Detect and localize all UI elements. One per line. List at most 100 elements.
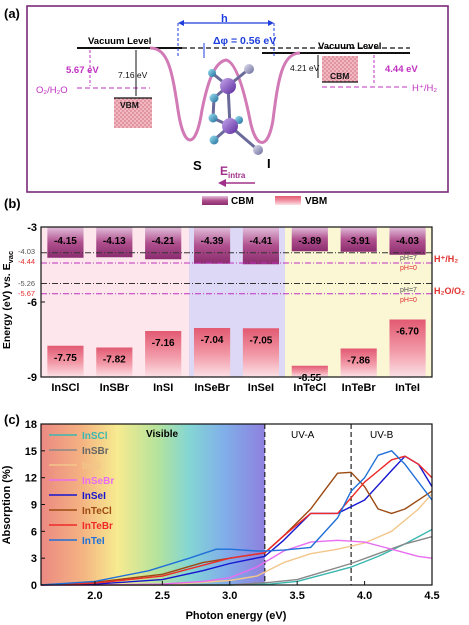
legend-label: InSeI [82, 491, 106, 502]
atom-label-s: S [193, 158, 202, 173]
category-label: InSBr [100, 382, 130, 394]
vbm-value-label: -7.75 [54, 353, 77, 364]
atom-in-top [220, 78, 236, 94]
vbm-box-label: VBM [120, 100, 139, 110]
vbm-bar [47, 345, 84, 377]
legend-cbm-swatch [202, 196, 228, 205]
panel-c-legend: InSCl InSBr InSI InSeBr InSeI InTeCl InTeBr InT… [49, 431, 114, 547]
series-line-intecl [40, 471, 433, 586]
cbm-bar [145, 227, 182, 260]
series-line-intebr [40, 455, 433, 586]
vacuum-label-left: Vacuum Level [88, 36, 151, 47]
category-label: InSCl [51, 382, 79, 394]
vbm-box [114, 98, 152, 128]
h-plus-label: H⁺/H₂ [412, 83, 437, 94]
vbm-value-label: -7.04 [201, 335, 224, 346]
left-black-value: 7.16 eV [118, 70, 148, 80]
legend-label: InTeI [82, 536, 105, 547]
cbm-bar [96, 227, 133, 258]
potential-well-curve [149, 46, 301, 144]
legend-label: InSeBr [82, 476, 114, 487]
vbm-bar [340, 348, 377, 377]
panel-b-axis: -3 -6 -9 [27, 222, 45, 384]
atom-in-bottom [222, 118, 238, 134]
x-tick-label: 3.0 [222, 590, 237, 602]
panel-c: (c) Visible UV-A UV-B InSCl InSBr InSI InSe… [1, 412, 440, 622]
vbm-value-label: -8.55 [298, 373, 321, 384]
vacuum-label-right: Vacuum Level [318, 41, 381, 52]
x-tick-label: 2.0 [87, 590, 102, 602]
region-uva-label: UV-A [291, 430, 315, 441]
region-uvb-label: UV-B [370, 430, 394, 441]
h-label: h [221, 13, 228, 25]
h-arrowhead-left [178, 20, 184, 26]
atom-s-bottom [209, 135, 219, 145]
y-tick-label: -6 [27, 297, 37, 309]
oer-ph0-label: pH=0 [400, 297, 417, 304]
legend-label: InTeCl [82, 506, 112, 517]
category-label: InSI [153, 382, 173, 394]
ref-oer-ph7-value: -5.26 [18, 279, 35, 288]
right-pink-value: 4.44 eV [385, 64, 418, 75]
y-tick-label: -3 [27, 222, 37, 234]
y-tick-label: -9 [27, 372, 37, 384]
panel-c-xlabel: Photon energy (eV) [186, 610, 287, 622]
panel-c-label: (c) [4, 412, 20, 427]
cbm-value-label: -3.89 [298, 236, 321, 247]
vbm-bar [291, 365, 328, 377]
cbm-value-label: -4.15 [54, 236, 77, 247]
delta-phi-label: Δφ = 0.56 eV [213, 35, 276, 47]
y-tick-label: 12 [25, 473, 37, 485]
y-tick-label: 18 [25, 419, 37, 431]
vbm-value-label: -7.82 [103, 355, 126, 366]
category-label: InTeBr [342, 382, 377, 394]
cbm-bar [193, 227, 231, 264]
reference-levels [41, 252, 432, 295]
visible-spectrum-band [41, 424, 265, 585]
category-label: InSeBr [194, 382, 230, 394]
y-tick-label: 9 [31, 500, 37, 512]
panel-b: (b) CBM VBM -4.15 -7.75 InSCl -4.13 -7.82 InS… [1, 196, 465, 394]
atom-i-top [244, 64, 254, 74]
band-bars: -4.15 -7.75 InSCl -4.13 -7.82 InSBr -4.21 -7.16… [47, 227, 426, 394]
legend-vbm-label: VBM [305, 196, 327, 207]
vbm-value-label: -7.16 [152, 338, 175, 349]
legend-label: InSI [82, 461, 101, 472]
region-visible-label: Visible [146, 429, 178, 440]
her-ph0-label: pH=0 [400, 265, 417, 272]
legend-vbm-swatch [275, 196, 301, 205]
panel-c-ylabel: Absorption (%) [1, 465, 13, 544]
her-label: H⁺/H₂ [434, 254, 458, 264]
cbm-bar [389, 227, 426, 255]
vbm-value-label: -6.70 [396, 327, 419, 338]
h-arrowhead-right [268, 20, 274, 26]
her-ph7-label: pH=7 [400, 255, 417, 262]
region-dividers [264, 424, 352, 585]
cbm-value-label: -4.13 [103, 236, 126, 247]
cbm-bar [291, 227, 328, 252]
cbm-value-label: -4.21 [152, 236, 175, 247]
vbm-bar [193, 328, 231, 377]
legend-cbm-label: CBM [231, 196, 254, 207]
panel-c-axis: 0 3 6 9 12 15 18 2.0 2.5 3.0 3.5 4.0 4.5 [25, 419, 440, 602]
e-intra-arrowhead [218, 179, 226, 187]
ref-oer-ph0-value: -5.67 [18, 289, 35, 298]
cbm-box [322, 56, 358, 82]
vbm-value-label: -7.05 [250, 335, 273, 346]
panel-b-label: (b) [4, 196, 21, 211]
series-line-intei [40, 450, 433, 586]
atom-i-bottom [253, 145, 263, 155]
legend-label: InTeBr [82, 521, 113, 532]
cbm-bar [242, 227, 280, 265]
y-tick-label: 6 [31, 526, 37, 538]
cbm-value-label: -4.41 [250, 236, 273, 247]
atom-s-low [208, 113, 218, 123]
vbm-value-label: -7.86 [347, 356, 370, 367]
panel-b-ylabel: Energy (eV) vs. Evac [1, 251, 15, 349]
category-label: InSeI [248, 382, 274, 394]
vbm-bar [242, 328, 280, 377]
panel-a-frame [26, 5, 449, 193]
atomic-structure [208, 64, 263, 155]
ref-her-ph0-value: -4.44 [18, 257, 35, 266]
cbm-box-label: CBM [330, 71, 349, 81]
